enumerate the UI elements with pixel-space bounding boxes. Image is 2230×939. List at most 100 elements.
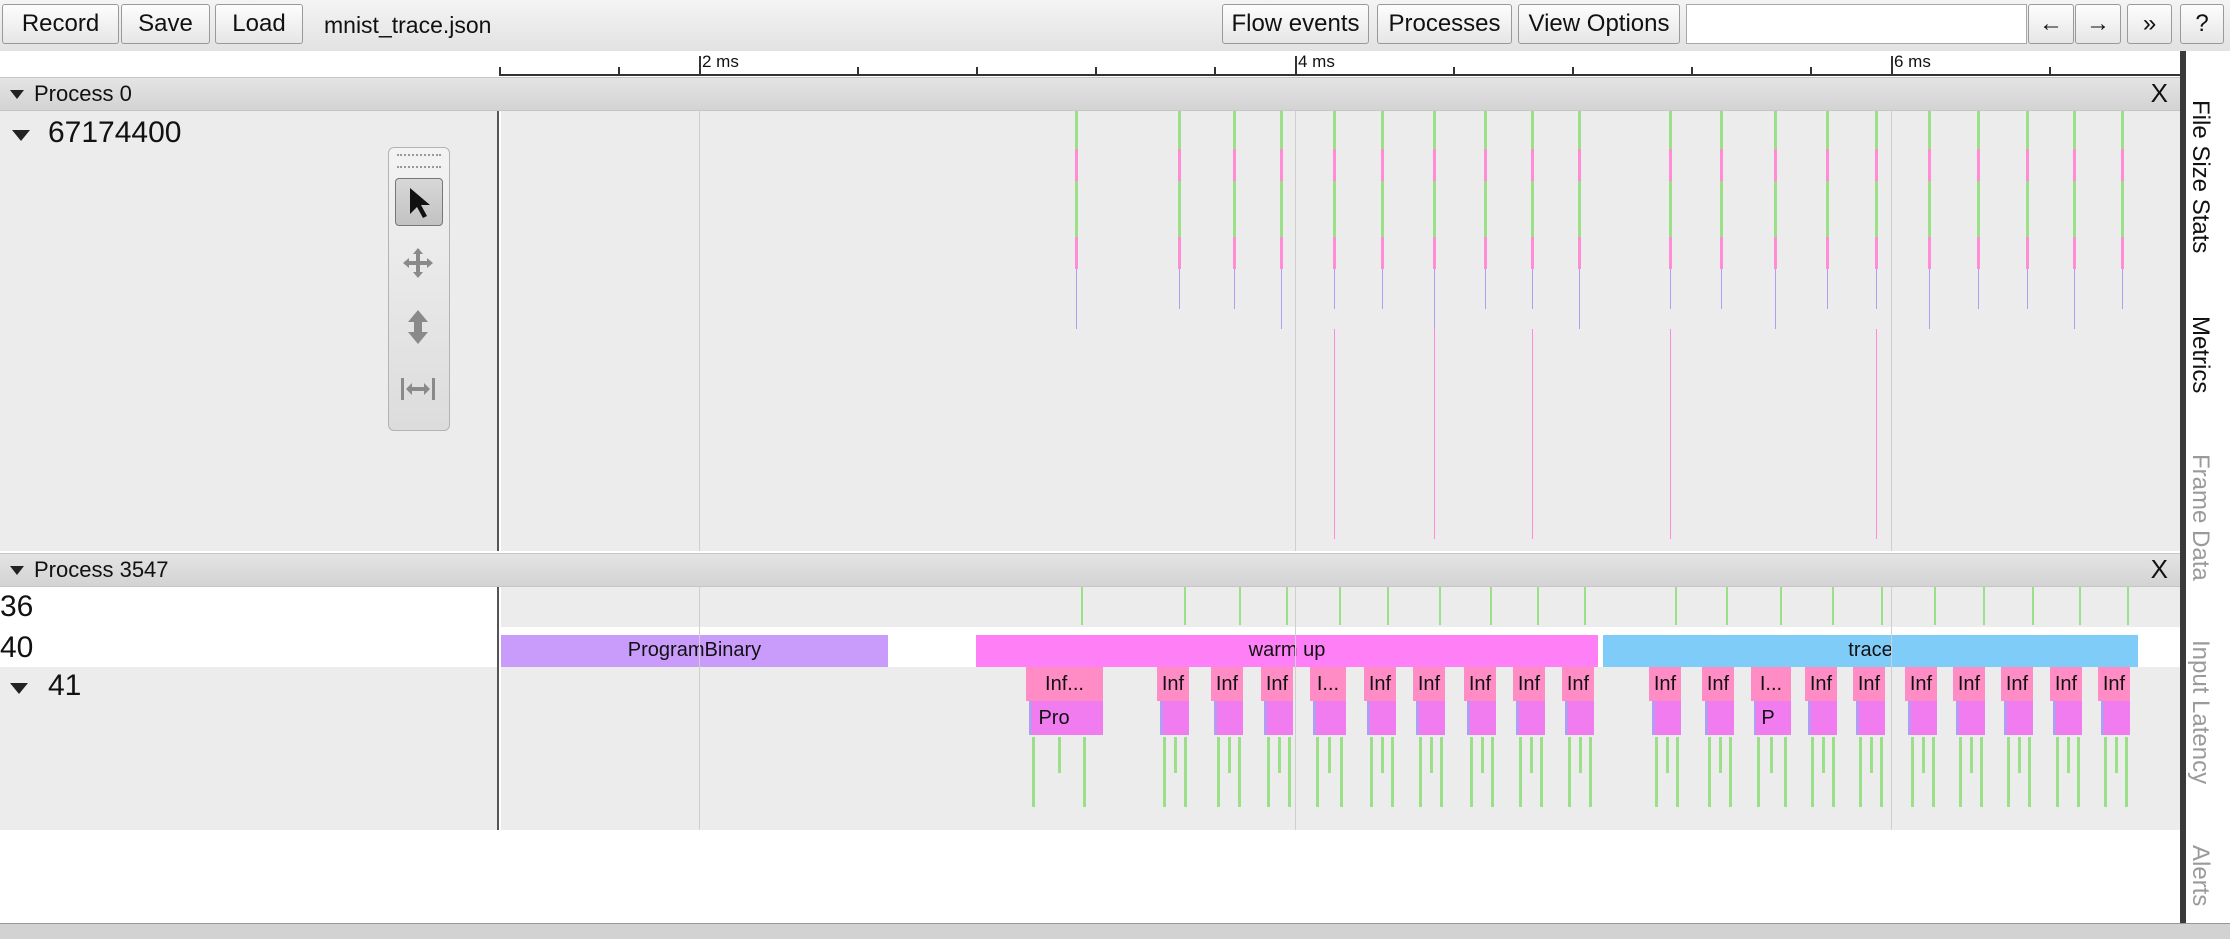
inference-sub-slice[interactable] xyxy=(2053,701,2082,735)
event-spike[interactable] xyxy=(1333,111,1336,551)
inference-slice[interactable]: I... xyxy=(1310,667,1346,701)
inference-sub-slice[interactable] xyxy=(1705,701,1734,735)
event-spike[interactable] xyxy=(1669,111,1672,551)
inference-sub-slice[interactable] xyxy=(2004,701,2033,735)
timing-tool-button[interactable] xyxy=(395,366,443,414)
inference-child-bar[interactable] xyxy=(1277,737,1281,773)
inference-sub-slice[interactable] xyxy=(1652,701,1681,735)
program-binary-slice[interactable]: ProgramBinary xyxy=(501,635,888,669)
inference-child-bar[interactable] xyxy=(1519,737,1522,807)
inference-child-bar[interactable] xyxy=(2066,737,2070,773)
thread-36-event[interactable] xyxy=(1081,587,1083,625)
inference-child-bar[interactable] xyxy=(1708,737,1711,807)
inference-sub-slice[interactable] xyxy=(1214,701,1243,735)
inference-child-bar[interactable] xyxy=(1227,737,1231,773)
inference-child-bar[interactable] xyxy=(1757,737,1760,807)
collapse-triangle-icon[interactable] xyxy=(10,566,24,575)
drag-handle[interactable] xyxy=(397,154,441,168)
inference-child-bar[interactable] xyxy=(1718,737,1722,773)
inference-sub-slice[interactable] xyxy=(1467,701,1496,735)
thread-36-event[interactable] xyxy=(1537,587,1539,625)
inference-child-bar[interactable] xyxy=(1238,737,1242,807)
inference-child-bar[interactable] xyxy=(1480,737,1484,773)
inference-sub-slice[interactable] xyxy=(1565,701,1594,735)
thread-40-track[interactable]: ProgramBinary warm up trace xyxy=(501,627,2180,669)
selection-tool-button[interactable] xyxy=(395,178,443,226)
inference-child-bar[interactable] xyxy=(1676,737,1680,807)
inference-child-bar[interactable] xyxy=(1057,737,1061,773)
expand-button[interactable]: » xyxy=(2127,4,2172,44)
inference-slice[interactable]: Inf xyxy=(2001,667,2033,701)
inference-child-bar[interactable] xyxy=(1540,737,1544,807)
thread-36-event[interactable] xyxy=(1184,587,1186,625)
inference-sub-slice[interactable] xyxy=(1856,701,1885,735)
close-process-3547-button[interactable]: X xyxy=(2150,554,2168,584)
thread-collapse-triangle-icon[interactable] xyxy=(12,130,30,141)
inference-slice[interactable]: Inf xyxy=(2050,667,2082,701)
thread-36-event[interactable] xyxy=(2032,587,2034,625)
thread-36-event[interactable] xyxy=(1239,587,1241,625)
inference-slice[interactable]: Inf xyxy=(1805,667,1837,701)
inference-slice[interactable]: Inf xyxy=(1364,667,1396,701)
inference-child-bar[interactable] xyxy=(1267,737,1270,807)
inference-sub-slice[interactable] xyxy=(1160,701,1189,735)
alerts-tab[interactable]: Alerts xyxy=(2187,845,2214,907)
event-spike[interactable] xyxy=(1178,111,1181,551)
inference-sub-slice[interactable] xyxy=(1908,701,1937,735)
inference-slice[interactable]: Inf xyxy=(1953,667,1985,701)
inference-child-bar[interactable] xyxy=(1655,737,1658,807)
thread-36-event[interactable] xyxy=(2079,587,2081,625)
inference-child-bar[interactable] xyxy=(1969,737,1973,773)
inference-child-bar[interactable] xyxy=(1083,737,1087,807)
inference-sub-slice[interactable] xyxy=(1956,701,1985,735)
process-0-header[interactable]: Process 0 X xyxy=(0,77,2180,111)
inference-child-bar[interactable] xyxy=(1921,737,1925,773)
inference-slice[interactable]: Inf xyxy=(1513,667,1545,701)
file-size-stats-tab[interactable]: File Size Stats xyxy=(2187,100,2214,254)
inference-child-bar[interactable] xyxy=(2114,737,2118,773)
event-spike[interactable] xyxy=(2073,111,2076,551)
inference-child-bar[interactable] xyxy=(1032,737,1035,807)
inference-sub-slice[interactable] xyxy=(2101,701,2130,735)
inference-child-bar[interactable] xyxy=(1288,737,1292,807)
thread-36-event[interactable] xyxy=(1584,587,1586,625)
inference-child-bar[interactable] xyxy=(1568,737,1571,807)
inference-sub-slice[interactable] xyxy=(1264,701,1293,735)
inference-slice[interactable]: Inf xyxy=(1649,667,1681,701)
inference-slice[interactable]: Inf xyxy=(1702,667,1734,701)
thread-36-event[interactable] xyxy=(1339,587,1341,625)
bottom-scrollbar[interactable] xyxy=(0,923,2230,939)
inference-child-bar[interactable] xyxy=(1832,737,1836,807)
inference-child-bar[interactable] xyxy=(1859,737,1862,807)
next-match-button[interactable]: → xyxy=(2075,4,2121,44)
event-spike[interactable] xyxy=(2026,111,2029,551)
event-spike[interactable] xyxy=(1720,111,1723,551)
inference-slice[interactable]: Inf... xyxy=(1026,667,1103,701)
inference-child-bar[interactable] xyxy=(1391,737,1395,807)
pan-tool-button[interactable] xyxy=(395,240,443,288)
program-sub-slice[interactable]: Pro xyxy=(1034,701,1074,735)
inference-child-bar[interactable] xyxy=(1370,737,1373,807)
inference-sub-slice[interactable] xyxy=(1808,701,1837,735)
event-spike[interactable] xyxy=(1233,111,1236,551)
save-button[interactable]: Save xyxy=(121,4,210,44)
thread-36-event[interactable] xyxy=(1934,587,1936,625)
thread-36-event[interactable] xyxy=(1983,587,1985,625)
inference-child-bar[interactable] xyxy=(2056,737,2059,807)
inference-child-bar[interactable] xyxy=(2028,737,2032,807)
thread-36-track[interactable] xyxy=(501,587,2180,627)
flow-events-button[interactable]: Flow events xyxy=(1222,4,1369,44)
thread-36-event[interactable] xyxy=(1726,587,1728,625)
event-spike[interactable] xyxy=(1531,111,1534,551)
program-sub-slice[interactable]: P xyxy=(1756,701,1780,735)
inference-child-bar[interactable] xyxy=(1911,737,1914,807)
inference-slice[interactable]: I... xyxy=(1751,667,1791,701)
zoom-tool-button[interactable] xyxy=(395,304,443,352)
thread-36-event[interactable] xyxy=(1490,587,1492,625)
inference-child-bar[interactable] xyxy=(1173,737,1177,773)
thread-36-event[interactable] xyxy=(1675,587,1677,625)
inference-child-bar[interactable] xyxy=(1811,737,1814,807)
thread-collapse-triangle-icon[interactable] xyxy=(10,683,28,694)
load-button[interactable]: Load xyxy=(215,4,303,44)
process-3547-header[interactable]: Process 3547 X xyxy=(0,553,2180,587)
